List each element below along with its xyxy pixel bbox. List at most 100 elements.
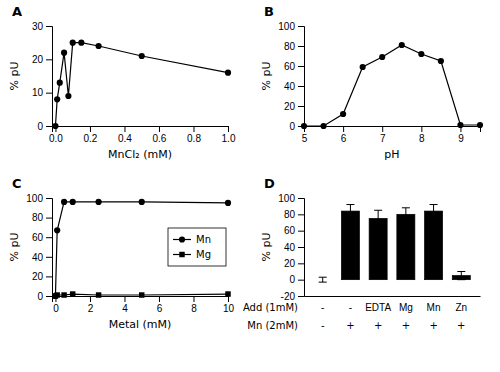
- x-axis-tick: 0.8: [187, 126, 201, 144]
- tick-mark: [46, 126, 52, 127]
- point: [65, 93, 71, 99]
- y-axis-line: [46, 27, 53, 127]
- point: [70, 199, 76, 205]
- error-bar-cap: [402, 207, 410, 208]
- tick-mark: [298, 296, 304, 297]
- panel-label: C: [12, 176, 22, 191]
- x-axis-row-label: Mn (2mM): [247, 320, 298, 331]
- tick-mark: [298, 280, 304, 281]
- tick-mark: [46, 237, 52, 238]
- point: [379, 54, 385, 60]
- line: [304, 45, 480, 126]
- panel: 01020300.00.20.40.60.81.0MnCl₂ (mM)% pUA: [8, 4, 236, 161]
- plot-area: [52, 40, 231, 130]
- point: [70, 291, 75, 296]
- tick-label: Zn: [455, 302, 467, 313]
- y-axis-tick: 30: [32, 21, 52, 32]
- tick-mark: [228, 126, 229, 132]
- tick-label: -: [321, 320, 325, 331]
- point: [225, 200, 231, 206]
- tick-mark: [421, 126, 422, 132]
- error-bar-stem: [378, 210, 379, 226]
- tick-mark: [46, 276, 52, 277]
- y-axis-line: [298, 199, 305, 297]
- error-bar-cap: [346, 204, 354, 205]
- bars: [341, 211, 470, 280]
- error-bar-stem: [350, 205, 351, 218]
- x-axis: --EDTAMgMnZn: [305, 297, 481, 314]
- bar: [397, 214, 415, 279]
- tick-label: 40: [284, 81, 296, 92]
- y-axis-tick: 0: [289, 274, 304, 285]
- tick-label: 80: [284, 209, 296, 220]
- point: [54, 227, 60, 233]
- tick-label: 1.0: [222, 133, 236, 144]
- tick-label: 20: [32, 54, 44, 65]
- x-axis-tick: -: [349, 302, 352, 313]
- y-axis-title: % pU: [8, 233, 21, 262]
- error-bar: [319, 277, 327, 282]
- tick-label: 100: [278, 193, 295, 204]
- tick-mark: [46, 59, 52, 60]
- tick-mark: [46, 198, 52, 199]
- error-bar-cap: [374, 210, 382, 211]
- panel-label: B: [264, 4, 274, 19]
- tick-mark: [298, 26, 304, 27]
- x-axis-tick: 4: [122, 296, 128, 314]
- point: [457, 122, 463, 128]
- bar: [341, 211, 359, 280]
- point: [438, 58, 444, 64]
- y-axis-tick: 20: [32, 54, 52, 65]
- panel-label: A: [12, 4, 22, 19]
- x-axis-tick: Mn: [427, 302, 441, 313]
- tick-mark: [159, 126, 160, 132]
- series: [301, 42, 483, 129]
- panel-label: D: [264, 176, 275, 191]
- tick-label: 60: [32, 232, 44, 243]
- series: [53, 291, 231, 298]
- tick-mark: [124, 126, 125, 132]
- point: [225, 291, 230, 296]
- tick-label: 60: [284, 61, 296, 72]
- tick-label: -20: [281, 291, 296, 302]
- x-axis-line: [305, 127, 481, 133]
- tick-mark: [46, 218, 52, 219]
- tick-label: 100: [26, 193, 43, 204]
- x-axis-tick: 8: [191, 296, 197, 314]
- error-bar-cap: [319, 277, 327, 278]
- tick-mark: [298, 247, 304, 248]
- x-axis-tick: 0.0: [49, 126, 63, 144]
- plot-area: [52, 199, 231, 299]
- y-axis: 020406080100: [26, 193, 52, 302]
- tick-mark: [298, 86, 304, 87]
- y-axis-title: % pU: [8, 62, 21, 91]
- x-axis-tick: 6: [157, 296, 163, 314]
- tick-mark: [304, 126, 305, 132]
- error-bar-cap: [374, 226, 382, 227]
- tick-label: 40: [32, 252, 44, 263]
- plot-area: [319, 205, 471, 283]
- tick-label: 9: [458, 133, 464, 144]
- x-axis-line: [53, 297, 229, 303]
- bar: [425, 211, 443, 280]
- x-axis: 0.00.20.40.60.81.0: [49, 126, 236, 144]
- y-axis-tick: 100: [278, 193, 304, 204]
- x-axis: 56789: [302, 126, 481, 144]
- tick-mark: [46, 257, 52, 258]
- point: [70, 40, 76, 46]
- y-axis-tick: 80: [32, 212, 52, 223]
- legend-swatch-marker: [179, 236, 185, 242]
- tick-label: 60: [284, 225, 296, 236]
- tick-label: 0: [289, 121, 295, 132]
- tick-label: 5: [302, 133, 308, 144]
- tick-label: 0.8: [187, 133, 201, 144]
- tick-label: +: [374, 320, 382, 331]
- tick-label: 0: [37, 121, 43, 132]
- x-axis-tick: 6: [341, 126, 347, 144]
- point: [57, 80, 63, 86]
- y-axis-title: % pU: [260, 233, 273, 262]
- x-axis-tick: 7: [380, 126, 386, 144]
- y-axis: 0102030: [32, 21, 53, 132]
- error-bar: [430, 205, 438, 218]
- tick-label: 2: [88, 303, 94, 314]
